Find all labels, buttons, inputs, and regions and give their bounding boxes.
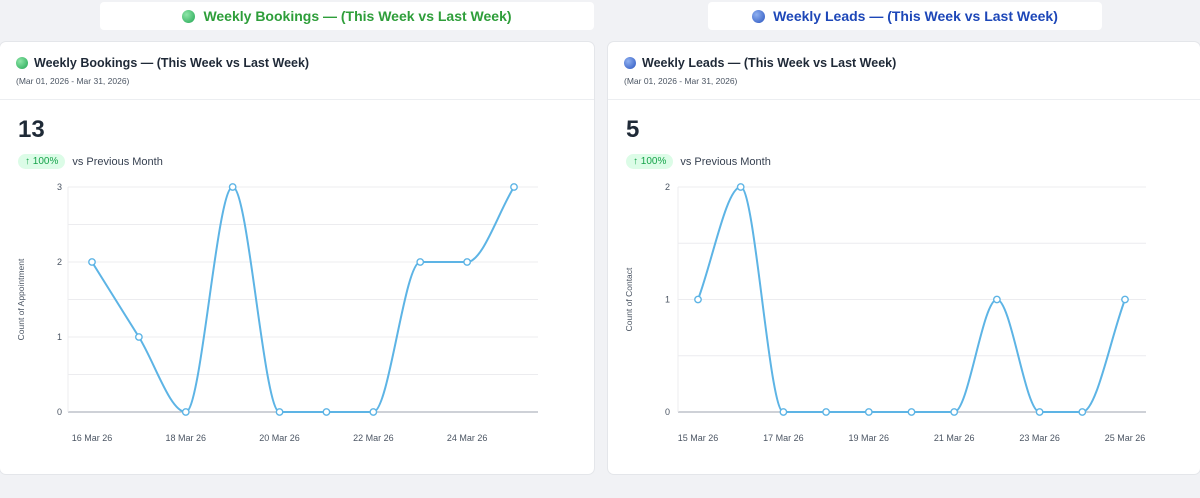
x-tick-label: 20 Mar 26 — [259, 433, 300, 443]
leads-line-chart: 0 1 2 Count of Contact 15 Mar 26 17 Mar 26 19 … — [624, 182, 1146, 443]
bookings-card: Weekly Bookings — (This Week vs Last Wee… — [0, 42, 594, 474]
x-tick-label: 23 Mar 26 — [1019, 433, 1060, 443]
y-tick-label: 3 — [57, 182, 62, 192]
card-title: Weekly Bookings — (This Week vs Last Wee… — [16, 56, 594, 70]
data-point[interactable] — [369, 408, 378, 416]
data-point[interactable] — [275, 408, 284, 416]
x-tick-label: 25 Mar 26 — [1105, 433, 1146, 443]
date-range: (Mar 01, 2026 - Mar 31, 2026) — [624, 76, 738, 86]
delta-badge: ↑ 100% — [626, 154, 674, 169]
y-axis-title: Count of Contact — [624, 267, 634, 331]
x-tick-label: 22 Mar 26 — [353, 433, 394, 443]
blue-dot-icon — [624, 57, 636, 69]
data-point[interactable] — [134, 333, 143, 341]
data-point[interactable] — [181, 408, 190, 416]
data-point[interactable] — [1121, 295, 1129, 304]
data-point[interactable] — [864, 408, 873, 416]
delta-label: vs Previous Month — [680, 155, 771, 168]
date-range: (Mar 01, 2026 - Mar 31, 2026) — [16, 76, 130, 86]
data-point[interactable] — [88, 258, 96, 266]
card-title: Weekly Leads — (This Week vs Last Week) — [624, 56, 1200, 70]
data-point[interactable] — [510, 183, 518, 191]
y-tick-label: 1 — [57, 332, 62, 342]
tab-label: Weekly Leads — (This Week vs Last Week) — [773, 8, 1058, 24]
card-title-text: Weekly Leads — (This Week vs Last Week) — [642, 56, 897, 70]
x-tick-label: 17 Mar 26 — [763, 433, 804, 443]
data-point[interactable] — [1078, 408, 1087, 416]
kpi-value: 5 — [626, 116, 640, 143]
x-tick-label: 16 Mar 26 — [72, 433, 113, 443]
delta-badge: ↑ 100% — [18, 154, 66, 169]
card-title-text: Weekly Bookings — (This Week vs Last Wee… — [34, 56, 310, 70]
blue-dot-icon — [752, 9, 766, 23]
delta-row: ↑ 100% vs Previous Month — [626, 154, 771, 169]
data-point[interactable] — [907, 408, 916, 416]
x-tick-label: 18 Mar 26 — [166, 433, 207, 443]
tab-weekly-leads[interactable]: Weekly Leads — (This Week vs Last Week) — [708, 2, 1102, 30]
y-tick-label: 0 — [665, 407, 670, 417]
data-point[interactable] — [694, 295, 702, 304]
x-tick-label: 24 Mar 26 — [447, 433, 488, 443]
data-point[interactable] — [463, 258, 472, 266]
card-header: Weekly Leads — (This Week vs Last Week) … — [608, 42, 1200, 100]
x-tick-label: 15 Mar 26 — [678, 433, 719, 443]
data-point[interactable] — [228, 183, 237, 191]
x-tick-label: 19 Mar 26 — [849, 433, 890, 443]
bookings-line-chart: 0 1 2 3 Count of Appointment 16 Mar 26 18 Mar … — [16, 182, 538, 443]
data-point[interactable] — [779, 408, 788, 416]
card-header: Weekly Bookings — (This Week vs Last Wee… — [0, 42, 594, 100]
delta-row: ↑ 100% vs Previous Month — [18, 154, 163, 169]
y-axis-title: Count of Appointment — [16, 258, 26, 340]
tab-weekly-bookings[interactable]: Weekly Bookings — (This Week vs Last Wee… — [100, 2, 594, 30]
data-point[interactable] — [416, 258, 425, 266]
data-point[interactable] — [822, 408, 831, 416]
y-tick-label: 0 — [57, 407, 62, 417]
data-point[interactable] — [950, 408, 959, 416]
data-point[interactable] — [322, 408, 331, 416]
y-tick-label: 2 — [57, 257, 62, 267]
green-dot-icon — [182, 9, 196, 23]
green-dot-icon — [16, 57, 28, 69]
y-tick-label: 1 — [665, 295, 670, 305]
x-tick-label: 21 Mar 26 — [934, 433, 975, 443]
tab-label: Weekly Bookings — (This Week vs Last Wee… — [203, 8, 512, 24]
y-tick-label: 2 — [665, 182, 670, 192]
data-point[interactable] — [992, 295, 1001, 304]
data-point[interactable] — [736, 183, 745, 191]
leads-card: Weekly Leads — (This Week vs Last Week) … — [608, 42, 1200, 474]
kpi-value: 13 — [18, 116, 45, 143]
data-point[interactable] — [1035, 408, 1044, 416]
delta-label: vs Previous Month — [72, 155, 163, 168]
